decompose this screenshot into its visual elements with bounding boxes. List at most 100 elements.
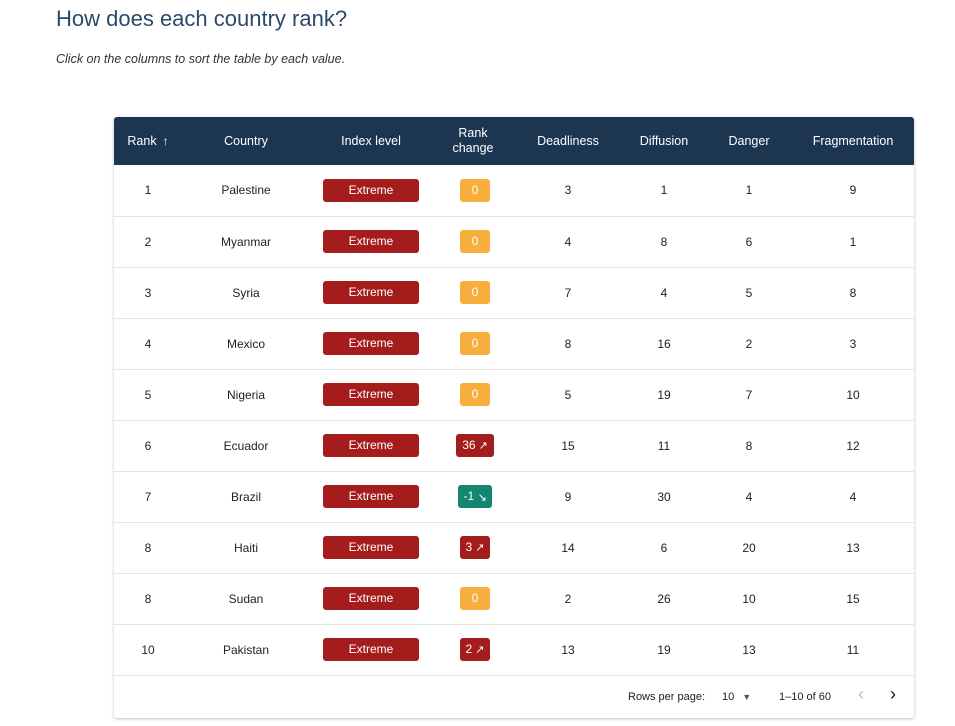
chevron-right-icon[interactable]: ›: [890, 684, 896, 704]
column-header-diffusion[interactable]: Diffusion: [622, 117, 706, 165]
cell-deadliness: 15: [561, 438, 575, 453]
rank-change-badge: 0: [460, 281, 490, 304]
cell-rank-change: 0: [432, 369, 514, 420]
cell-rank-change: 0: [432, 216, 514, 267]
cell-index-level: Extreme: [310, 318, 432, 369]
rank-change-value: -1: [463, 489, 475, 503]
table-row: 2 Myanmar Extreme 0 4 8 6 1: [114, 216, 914, 267]
table-row: 8 Sudan Extreme 0 2 26 10 15: [114, 573, 914, 624]
trending-up-icon: ↗: [475, 542, 485, 554]
cell-index-level: Extreme: [310, 573, 432, 624]
rank-change-value: 0: [471, 336, 479, 350]
index-level-badge: Extreme: [323, 332, 419, 355]
cell-country: Nigeria: [226, 387, 265, 402]
cell-country: Mexico: [226, 336, 265, 351]
index-level-badge: Extreme: [323, 281, 419, 304]
cell-fragmentation: 12: [846, 438, 860, 453]
rows-per-page-select[interactable]: 10 ▼: [722, 691, 751, 703]
cell-deadliness: 2: [564, 591, 572, 606]
table-row: 3 Syria Extreme 0 7 4 5 8: [114, 267, 914, 318]
index-level-badge: Extreme: [323, 230, 419, 253]
cell-deadliness: 4: [564, 234, 572, 249]
cell-country: Sudan: [228, 591, 264, 606]
cell-danger: 10: [742, 591, 756, 606]
cell-index-level: Extreme: [310, 165, 432, 216]
cell-diffusion: 30: [657, 489, 671, 504]
column-header-rank-change[interactable]: Rank change: [432, 117, 514, 165]
table-row: 6 Ecuador Extreme 36 ↗ 15 11 8 12: [114, 420, 914, 471]
column-header-country[interactable]: Country: [182, 117, 310, 165]
rows-per-page-label: Rows per page:: [628, 691, 706, 703]
cell-rank: 4: [144, 336, 152, 351]
cell-diffusion: 4: [660, 285, 668, 300]
column-header-index-level[interactable]: Index level: [310, 117, 432, 165]
index-level-badge: Extreme: [323, 485, 419, 508]
table-row: 8 Haiti Extreme 3 ↗ 14 6 20 13: [114, 522, 914, 573]
rank-change-value: 0: [471, 182, 479, 197]
cell-rank-change: 0: [432, 165, 514, 216]
rank-change-badge: 0: [460, 230, 490, 253]
column-header-label: Deadliness: [537, 133, 599, 148]
cell-fragmentation: 3: [849, 336, 857, 351]
column-header-danger[interactable]: Danger: [706, 117, 792, 165]
cell-diffusion: 26: [657, 591, 671, 606]
trending-up-icon: ↗: [478, 440, 488, 452]
rank-change-badge: 3 ↗: [459, 536, 491, 559]
ranking-table: Rank ↑ Country Index level Rank change De…: [114, 117, 914, 676]
cell-rank-change: -1 ↗: [432, 471, 514, 522]
rank-change-value: 3: [465, 540, 473, 554]
index-level-badge: Extreme: [323, 587, 419, 610]
cell-danger: 1: [745, 183, 753, 198]
cell-fragmentation: 8: [849, 285, 857, 300]
column-header-rank[interactable]: Rank ↑: [114, 117, 182, 165]
cell-index-level: Extreme: [310, 522, 432, 573]
index-level-badge: Extreme: [323, 536, 419, 559]
cell-rank-change: 0: [432, 318, 514, 369]
cell-country: Palestine: [221, 183, 271, 198]
cell-deadliness: 14: [561, 540, 575, 555]
cell-diffusion: 11: [657, 438, 671, 453]
cell-diffusion: 6: [660, 540, 668, 555]
cell-rank: 3: [144, 285, 152, 300]
rank-change-value: 2: [465, 642, 473, 656]
cell-rank: 7: [144, 489, 152, 504]
cell-rank: 8: [144, 540, 152, 555]
column-header-label: Index level: [341, 133, 401, 148]
cell-diffusion: 8: [660, 234, 668, 249]
cell-diffusion: 19: [657, 387, 671, 402]
index-level-badge: Extreme: [323, 638, 419, 661]
cell-danger: 8: [745, 438, 753, 453]
cell-index-level: Extreme: [310, 471, 432, 522]
cell-index-level: Extreme: [310, 369, 432, 420]
rank-change-value: 0: [471, 234, 479, 248]
rank-change-badge: 0: [460, 383, 490, 406]
trending-down-icon: ↗: [476, 492, 489, 503]
cell-rank: 1: [144, 183, 152, 198]
cell-deadliness: 3: [564, 183, 572, 198]
cell-deadliness: 8: [564, 336, 572, 351]
cell-danger: 6: [745, 234, 753, 249]
cell-deadliness: 7: [564, 285, 572, 300]
rank-change-badge: 0: [460, 332, 490, 355]
column-header-deadliness[interactable]: Deadliness: [514, 117, 622, 165]
column-header-fragmentation[interactable]: Fragmentation: [792, 117, 914, 165]
cell-diffusion: 1: [660, 183, 668, 198]
cell-rank: 5: [144, 387, 152, 402]
table-row: 10 Pakistan Extreme 2 ↗ 13 19 13 11: [114, 624, 914, 675]
table-header-row: Rank ↑ Country Index level Rank change De…: [114, 117, 914, 165]
cell-index-level: Extreme: [310, 624, 432, 675]
cell-rank-change: 36 ↗: [432, 420, 514, 471]
table-row: 5 Nigeria Extreme 0 5 19 7 10: [114, 369, 914, 420]
index-level-badge: Extreme: [323, 434, 419, 457]
cell-diffusion: 16: [657, 336, 671, 351]
rank-change-value: 0: [471, 285, 479, 299]
rank-change-value: 0: [471, 387, 479, 401]
chevron-left-icon[interactable]: ‹: [858, 684, 864, 704]
rows-per-page-value: 10: [722, 691, 735, 703]
cell-country: Brazil: [230, 489, 261, 504]
cell-fragmentation: 4: [849, 489, 857, 504]
cell-danger: 2: [745, 336, 753, 351]
rank-change-badge: 0: [460, 178, 490, 202]
column-header-label: Rank: [127, 133, 157, 148]
cell-deadliness: 13: [561, 642, 575, 657]
